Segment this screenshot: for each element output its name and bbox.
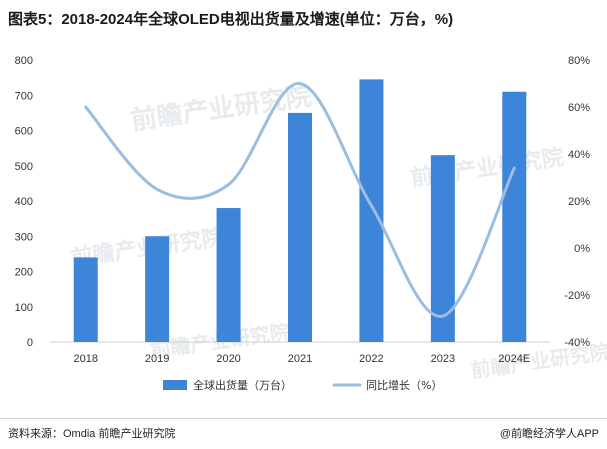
legend-line-label: 同比增长（%） bbox=[366, 378, 442, 392]
x-tick-label: 2019 bbox=[145, 353, 169, 365]
x-tick-label: 2023 bbox=[431, 353, 455, 365]
brand-credit: @前瞻经济学人APP bbox=[499, 428, 599, 440]
y-left-tick-label: 0 bbox=[27, 337, 33, 349]
source-note: 资料来源：Omdia 前瞻产业研究院 bbox=[8, 428, 176, 440]
y-left-tick-label: 600 bbox=[15, 126, 33, 138]
y-left-tick-label: 700 bbox=[15, 90, 33, 102]
y-right-tick-label: -20% bbox=[564, 290, 590, 302]
footer: 资料来源：Omdia 前瞻产业研究院 @前瞻经济学人APP bbox=[0, 418, 607, 449]
y-right-tick-label: -40% bbox=[564, 337, 590, 349]
y-right-tick-label: 60% bbox=[568, 102, 590, 114]
x-tick-label: 2021 bbox=[288, 353, 312, 365]
y-left-tick-label: 800 bbox=[15, 55, 33, 67]
x-axis: 2018 2019 2020 2021 2022 2023 2024E bbox=[73, 353, 530, 365]
y-left-tick-label: 200 bbox=[15, 267, 33, 279]
bar-series bbox=[73, 79, 527, 342]
growth-line bbox=[84, 82, 516, 318]
x-tick-label: 2020 bbox=[216, 353, 240, 365]
bar-2021 bbox=[288, 112, 312, 342]
x-tick-label: 2024E bbox=[498, 353, 530, 365]
y-left-tick-label: 100 bbox=[15, 302, 33, 314]
y-right-tick-label: 80% bbox=[568, 55, 590, 67]
combo-chart: 0 100 200 300 400 500 600 700 800 -40% -20% 0% 20% 4… bbox=[15, 55, 591, 392]
x-tick-label: 2022 bbox=[359, 353, 383, 365]
y-left-tick-label: 500 bbox=[15, 161, 33, 173]
chart-title: 图表5：2018-2024年全球OLED电视出货量及增速(单位：万台，%) bbox=[8, 11, 454, 28]
y-right-tick-label: 40% bbox=[568, 149, 590, 161]
x-tick-label: 2018 bbox=[73, 353, 97, 365]
y-axis-right: -40% -20% 0% 20% 40% 60% 80% bbox=[564, 55, 590, 349]
bar-2020 bbox=[216, 208, 241, 342]
legend: 全球出货量（万台） 同比增长（%） bbox=[163, 378, 442, 392]
bar-2018 bbox=[73, 257, 98, 342]
y-right-tick-label: 20% bbox=[568, 196, 590, 208]
y-left-tick-label: 300 bbox=[15, 231, 33, 243]
y-axis-left: 0 100 200 300 400 500 600 700 800 bbox=[15, 55, 33, 349]
legend-bar-label: 全球出货量（万台） bbox=[193, 378, 292, 392]
bar-2022 bbox=[359, 79, 384, 342]
bar-2024E bbox=[502, 91, 527, 342]
y-left-tick-label: 400 bbox=[15, 196, 33, 208]
legend-bar-swatch bbox=[163, 380, 187, 390]
bar-2019 bbox=[145, 236, 170, 342]
y-right-tick-label: 0% bbox=[574, 243, 590, 255]
